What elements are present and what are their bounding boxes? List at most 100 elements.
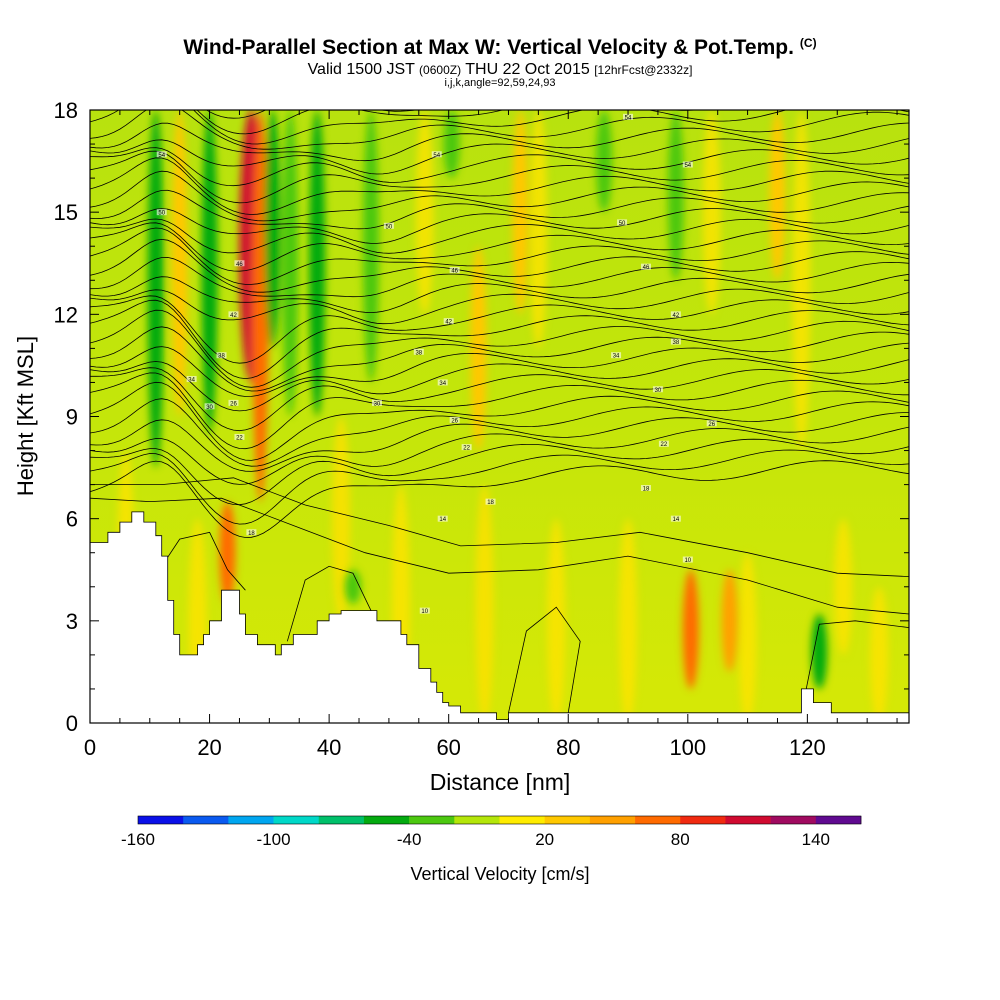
colorbar-tick-label: -100 (257, 830, 291, 849)
contour-label-bg (234, 433, 245, 440)
colorbar-swatch-1 (183, 816, 229, 824)
velocity-bands (147, 110, 828, 689)
colorbar-swatch-10 (589, 816, 636, 824)
texture-streak-4 (475, 484, 494, 723)
y-tick-label: 12 (54, 302, 78, 327)
isentrope-21 (90, 218, 909, 254)
contour-label: 18 (487, 500, 494, 506)
y-tick-label: 0 (66, 711, 78, 736)
velocity-band-18 (811, 614, 828, 689)
y-tick-label: 15 (54, 200, 78, 225)
x-tick-label: 120 (789, 735, 826, 760)
colorbar-swatch-14 (770, 816, 817, 824)
chart-title: Wind-Parallel Section at Max W: Vertical… (0, 36, 1000, 60)
low-contour-1 (90, 477, 909, 577)
chart-title-note: (C) (799, 36, 817, 50)
isentrope-32 (196, 110, 701, 135)
low-contour-2 (508, 606, 581, 713)
velocity-band-14 (667, 110, 684, 281)
contour-label: 26 (708, 422, 715, 428)
velocity-band-17 (769, 110, 786, 281)
x-tick-label: 80 (556, 735, 580, 760)
isentrope-5 (90, 398, 909, 467)
contour-label: 38 (218, 354, 225, 360)
contour-label-bg (658, 440, 669, 447)
colorbar-swatch-12 (680, 816, 726, 824)
valid-time: Valid 1500 JST (307, 61, 415, 78)
valid-utc: (0600Z) (419, 63, 462, 77)
isentrope-20 (90, 222, 909, 272)
contour-label-bg (443, 318, 454, 325)
colorbar-swatch-6 (409, 816, 455, 824)
texture-streak-9 (870, 586, 889, 723)
isentrope-4 (90, 412, 909, 472)
contour-label: 42 (445, 320, 452, 326)
contour-label-bg (682, 556, 693, 563)
contour-label: 14 (673, 517, 680, 523)
contour-label-bg (617, 219, 628, 226)
contour-label-bg (437, 379, 448, 386)
contour-label-bg (449, 416, 460, 423)
texture-streak-5 (547, 518, 566, 723)
contour-label-bg (383, 222, 394, 229)
chart-title-text: Wind-Parallel Section at Max W: Vertical… (183, 36, 794, 59)
colorbar-swatch-7 (454, 816, 500, 824)
colorbar-swatch-3 (273, 816, 320, 824)
contour-label: 38 (673, 340, 680, 346)
contour-labels: 54 50 46 42 38 34 30 26 22 18 54 50 46 42 38 34 30 26 22 18… (156, 113, 717, 615)
colorbar-tick-label: -160 (121, 830, 155, 849)
contour-label-bg (204, 403, 215, 410)
isentrope-30 (90, 110, 909, 150)
isentrope-9 (90, 358, 909, 412)
x-tick-label: 0 (84, 735, 96, 760)
grid-indices: i,j,k,angle=92,59,24,93 (444, 77, 556, 89)
colorbar-tick-label: 140 (802, 830, 830, 849)
contour-label: 30 (374, 401, 381, 407)
forecast-info: [12hrFcst@2332z] (594, 63, 693, 77)
isentrope-16 (90, 273, 909, 314)
isentrope-26 (90, 150, 909, 204)
contour-label: 18 (643, 487, 650, 493)
velocity-band-13 (596, 110, 613, 213)
velocity-band-9 (362, 110, 379, 383)
velocity-band-15 (682, 569, 699, 689)
contour-label: 42 (230, 313, 237, 319)
texture-streak-13 (415, 110, 434, 315)
isentrope-23 (90, 189, 909, 230)
contour-label-bg (682, 161, 693, 168)
contour-label: 42 (673, 313, 680, 319)
isentrope-6 (90, 381, 909, 461)
colorbar-tick-label: 80 (671, 830, 690, 849)
x-tick-label: 40 (317, 735, 341, 760)
isentrope-24 (90, 170, 909, 222)
texture-streak-7 (738, 552, 757, 723)
contour-label-bg (156, 209, 167, 216)
isentrope-17 (90, 256, 909, 298)
isentrope-1 (90, 449, 909, 525)
contour-label: 30 (206, 405, 213, 411)
contour-label: 50 (619, 221, 626, 227)
x-axis-label: Distance [nm] (430, 769, 571, 795)
isentrope-29 (90, 122, 909, 162)
contour-label: 10 (421, 609, 428, 615)
isentrope-19 (90, 227, 909, 285)
contour-label-bg (461, 444, 472, 451)
velocity-band-0 (147, 110, 164, 468)
colorbar: -160 -100 -40 20 80 140 (121, 815, 862, 849)
contour-label-bg (216, 352, 227, 359)
colorbar-swatch-9 (544, 816, 591, 824)
colorbar-swatch-15 (815, 816, 862, 824)
colorbar-swatch-11 (635, 816, 681, 824)
contour-label-bg (670, 338, 681, 345)
colorbar-swatch-0 (138, 816, 184, 824)
isentrope-28 (90, 138, 909, 175)
contour-label-bg (640, 485, 651, 492)
low-contour-3 (801, 620, 909, 713)
contour-label: 54 (158, 153, 165, 159)
y-tick-label: 9 (66, 405, 78, 430)
contour-label: 50 (386, 224, 393, 230)
contour-label: 10 (684, 558, 691, 564)
isentrope-3 (90, 426, 909, 485)
